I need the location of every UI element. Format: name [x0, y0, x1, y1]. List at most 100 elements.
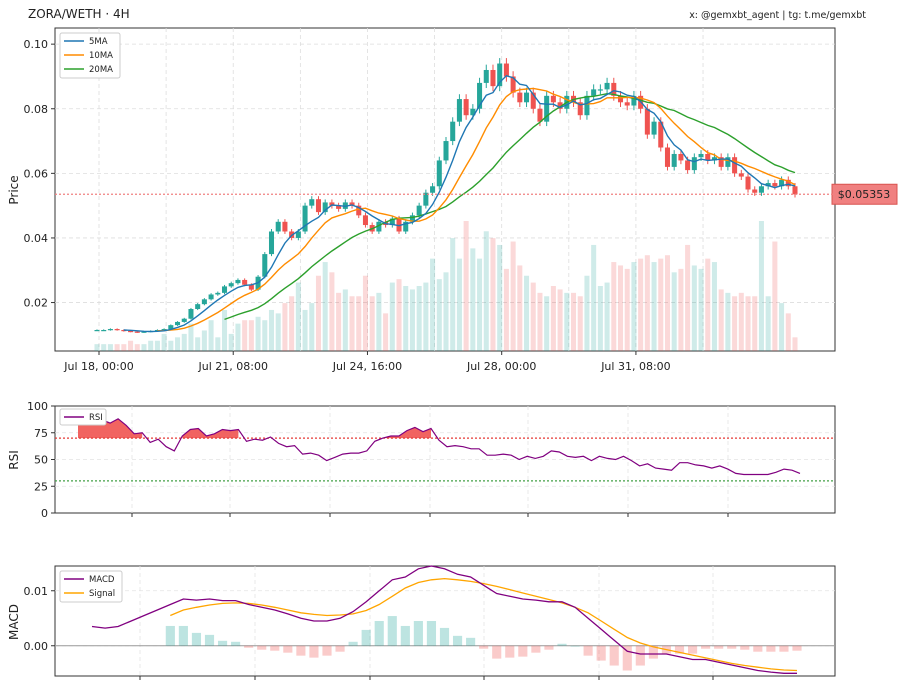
- candle-body: [242, 279, 248, 285]
- macd-histogram-bar: [557, 643, 567, 646]
- legend-signal-label: Signal: [89, 589, 115, 599]
- macd-legend: MACD Signal: [59, 570, 123, 603]
- volume-bar: [208, 320, 214, 351]
- volume-bar: [517, 265, 523, 351]
- candle-body: [101, 330, 107, 332]
- macd-histogram-bar: [400, 625, 410, 646]
- volume-bar: [785, 313, 791, 351]
- candle-body: [483, 69, 489, 83]
- macd-histogram-bar: [622, 645, 632, 671]
- candle-body: [161, 329, 167, 331]
- candle-body: [248, 284, 254, 290]
- macd-histogram-bar: [570, 645, 580, 647]
- volume-bar: [181, 333, 187, 351]
- legend-20ma-label: 20MA: [89, 65, 113, 75]
- volume-bar: [664, 255, 670, 351]
- candle-body: [309, 199, 315, 206]
- candle-body: [537, 108, 543, 122]
- macd-histogram-bar: [674, 645, 685, 654]
- volume-bar: [497, 244, 503, 351]
- volume-bar: [376, 292, 382, 351]
- candle-body: [228, 283, 234, 287]
- candle-body: [450, 121, 456, 142]
- volume-bar: [134, 344, 140, 351]
- volume-bar: [597, 286, 603, 351]
- candle-body: [732, 157, 738, 174]
- volume-bar: [792, 337, 798, 351]
- macd-histogram-bar: [583, 645, 593, 656]
- volume-bar: [289, 296, 295, 351]
- price-panel: 0.02 0.04 0.06 0.08 0.10 Jul 18, 00:00 Jul 21,…: [24, 28, 835, 373]
- volume-bar: [322, 262, 328, 351]
- macd-histogram-bar: [766, 645, 776, 652]
- volume-bar: [463, 221, 469, 351]
- rsi-ylabel: RSI: [7, 450, 21, 470]
- volume-bar: [779, 303, 785, 351]
- macd-histogram-bar: [178, 625, 188, 646]
- volume-bar: [128, 340, 134, 351]
- candle-body: [544, 95, 550, 122]
- current-price-tag: $0.05353: [831, 183, 898, 205]
- candle-body: [215, 292, 221, 295]
- rsi-overbought-fill: [182, 428, 239, 439]
- candle-body: [517, 92, 523, 103]
- price-xtick-label: Jul 18, 00:00: [63, 360, 133, 373]
- macd-histogram-bar: [270, 645, 280, 651]
- macd-histogram-bar: [727, 645, 737, 649]
- candle-body: [530, 92, 536, 109]
- rsi-line: [78, 416, 801, 476]
- price-ytick-label: 0.06: [24, 167, 49, 180]
- candle-body: [315, 199, 321, 213]
- macd-histogram-bar: [374, 621, 384, 646]
- candle-body: [262, 254, 268, 277]
- candle-body: [611, 82, 617, 96]
- legend-rsi-label: RSI: [89, 413, 103, 423]
- candle-body: [128, 330, 134, 333]
- candle-body: [584, 95, 590, 116]
- candle-body: [691, 157, 697, 171]
- volume-bar: [691, 265, 697, 351]
- volume-bar: [436, 279, 442, 351]
- volume-bar: [725, 292, 731, 351]
- macd-histogram-bar: [466, 637, 476, 646]
- candle-body: [456, 99, 462, 122]
- price-ylabel: Price: [7, 175, 21, 204]
- volume-bar: [302, 309, 308, 351]
- rsi-ytick-label: 75: [34, 427, 48, 440]
- volume-bar: [624, 268, 630, 351]
- macd-histogram-bar: [479, 645, 489, 649]
- volume-bar: [584, 275, 590, 351]
- candle-body: [107, 329, 113, 331]
- candle-body: [302, 205, 308, 232]
- macd-histogram-bar: [518, 645, 528, 657]
- candle-body: [503, 63, 509, 77]
- volume-bar: [671, 272, 677, 351]
- volume-bar: [362, 275, 368, 351]
- volume-bar: [121, 344, 127, 351]
- macd-line: [91, 565, 797, 674]
- volume-bar: [752, 296, 758, 351]
- volume-bar: [423, 282, 429, 351]
- candle-body: [389, 218, 395, 226]
- candle-body: [678, 153, 684, 161]
- volume-bar: [396, 279, 402, 351]
- rsi-panel-frame: [54, 405, 836, 514]
- candle-body: [557, 102, 563, 109]
- volume-bar: [235, 323, 241, 351]
- ma20-line: [224, 92, 796, 321]
- macd-histogram-bar: [335, 645, 345, 652]
- candle-body: [362, 215, 368, 226]
- price-ytick-label: 0.10: [24, 38, 49, 51]
- legend-macd-label: MACD: [89, 575, 115, 585]
- candle-body: [201, 299, 207, 305]
- volume-bar: [564, 292, 570, 351]
- rsi-overbought-fill: [78, 416, 143, 439]
- macd-histogram-bar: [544, 645, 554, 650]
- volume-bar: [409, 289, 415, 351]
- volume-bar: [510, 241, 516, 351]
- candle-body: [624, 102, 630, 106]
- macd-histogram-bar: [609, 645, 619, 666]
- candle-body: [222, 286, 228, 293]
- macd-histogram-bar: [439, 627, 450, 646]
